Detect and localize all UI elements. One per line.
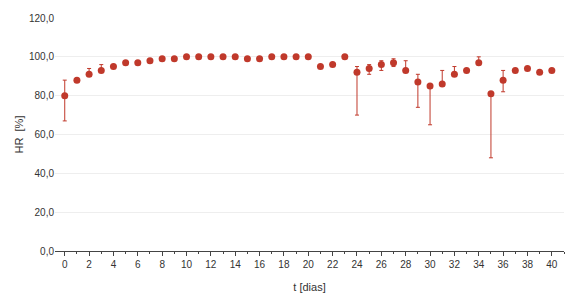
svg-text:32: 32 (449, 259, 461, 270)
svg-text:80,0: 80,0 (35, 90, 55, 101)
svg-text:22: 22 (327, 259, 339, 270)
svg-text:34: 34 (473, 259, 485, 270)
svg-text:120,0: 120,0 (29, 13, 54, 24)
svg-text:14: 14 (230, 259, 242, 270)
svg-text:28: 28 (400, 259, 412, 270)
svg-text:36: 36 (498, 259, 510, 270)
svg-text:10: 10 (181, 259, 193, 270)
svg-text:40: 40 (546, 259, 558, 270)
svg-text:20,0: 20,0 (35, 207, 55, 218)
svg-text:2: 2 (86, 259, 92, 270)
svg-text:38: 38 (522, 259, 534, 270)
svg-text:100,0: 100,0 (29, 51, 54, 62)
svg-text:26: 26 (376, 259, 388, 270)
svg-text:30: 30 (424, 259, 436, 270)
svg-text:4: 4 (111, 259, 117, 270)
svg-text:40,0: 40,0 (35, 168, 55, 179)
svg-text:0,0: 0,0 (40, 246, 54, 257)
svg-text:t [dias]: t [dias] (293, 281, 325, 293)
svg-text:12: 12 (205, 259, 217, 270)
svg-text:60,0: 60,0 (35, 129, 55, 140)
svg-text:18: 18 (278, 259, 290, 270)
svg-text:HR [%]: HR [%] (13, 116, 25, 154)
svg-text:0: 0 (62, 259, 68, 270)
svg-text:8: 8 (159, 259, 165, 270)
svg-text:24: 24 (351, 259, 363, 270)
svg-text:6: 6 (135, 259, 141, 270)
svg-text:16: 16 (254, 259, 266, 270)
svg-text:20: 20 (303, 259, 315, 270)
